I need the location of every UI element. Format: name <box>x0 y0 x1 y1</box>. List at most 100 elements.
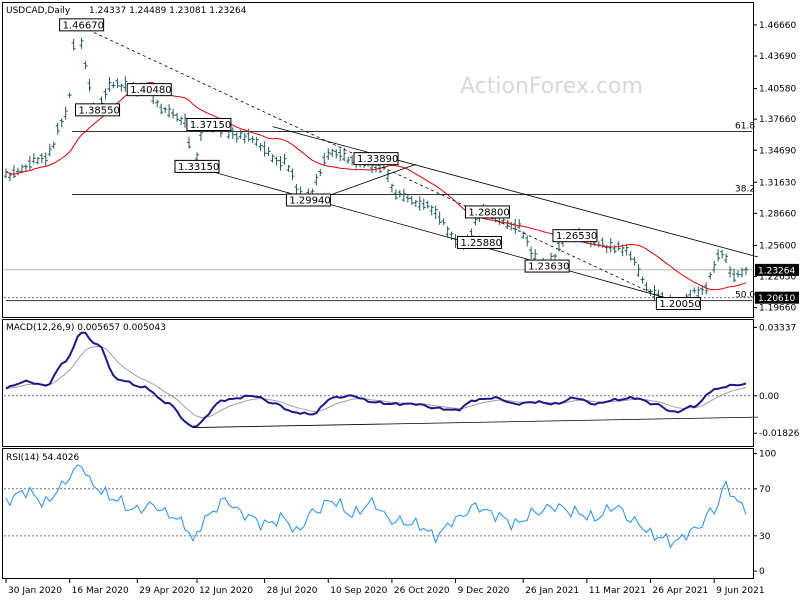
svg-text:1.20050: 1.20050 <box>659 299 700 310</box>
trendline <box>272 126 759 258</box>
price-annotation: 1.33890 <box>353 152 399 166</box>
x-tick-label: 9 Dec 2020 <box>458 586 510 596</box>
current-price-box: 1.23264 1.20610 <box>755 263 799 304</box>
svg-text:1.40480: 1.40480 <box>130 85 171 96</box>
price-bar <box>533 249 538 261</box>
price-bar <box>338 148 343 162</box>
price-bar <box>385 169 390 182</box>
x-tick-label: 9 Jun 2021 <box>716 586 764 596</box>
price-bar <box>71 39 76 51</box>
x-tick-label: 26 Oct 2020 <box>394 586 450 596</box>
price-bar <box>445 226 450 238</box>
price-chart-title: USDCAD,Daily <box>6 6 71 16</box>
price-bar <box>370 163 375 174</box>
price-tick-label: 1.43690 <box>759 52 796 62</box>
price-bar <box>242 133 247 144</box>
svg-text:1.25880: 1.25880 <box>460 238 501 249</box>
price-bar <box>692 287 697 294</box>
x-tick-label: 16 Mar 2020 <box>72 586 129 596</box>
price-bar <box>290 168 295 181</box>
price-bar <box>624 244 629 256</box>
rsi-tick-label: 70 <box>759 485 771 495</box>
price-annotation: 1.33150 <box>174 159 220 173</box>
macd-lines <box>4 331 758 429</box>
price-bar <box>608 238 613 253</box>
price-bar <box>250 135 255 144</box>
price-bar <box>744 266 748 276</box>
price-bar <box>31 153 36 164</box>
price-bar <box>167 104 172 118</box>
price-bar <box>187 136 192 149</box>
rsi-line-group <box>4 464 752 549</box>
price-bar <box>413 200 418 208</box>
fib-level-label: 38.2 <box>735 184 755 194</box>
price-annotation: 1.28800 <box>464 205 510 219</box>
price-bar <box>294 184 299 195</box>
macd-y-axis: 0.03337 0.00 -0.018262 <box>753 323 800 439</box>
price-bar <box>620 244 625 257</box>
price-bar <box>728 266 733 278</box>
x-tick-label: 30 Jan 2020 <box>8 586 62 596</box>
price-bar <box>421 198 426 210</box>
svg-text:1.38550: 1.38550 <box>79 105 120 116</box>
price-bar <box>389 183 394 193</box>
price-bar <box>103 88 108 100</box>
x-tick-label: 26 Apr 2021 <box>653 586 709 596</box>
price-bar <box>47 143 52 157</box>
price-bar <box>11 164 16 179</box>
price-panel <box>2 2 754 318</box>
price-annotation: 1.40480 <box>126 83 172 97</box>
price-bars <box>4 21 748 310</box>
price-bar <box>441 218 446 226</box>
price-bar <box>517 219 522 230</box>
price-bar <box>417 196 422 211</box>
rsi-title: RSI(14) 54.4026 <box>6 453 79 463</box>
price-bar <box>83 60 88 69</box>
macd-signal-line <box>5 345 747 419</box>
price-bar <box>59 118 64 128</box>
price-tick-label: 1.40580 <box>759 85 796 95</box>
svg-text:1.26530: 1.26530 <box>556 231 597 242</box>
price-y-axis: 1.46660 1.43690 1.40580 1.37660 1.34690 1.316… <box>753 21 796 314</box>
price-bar <box>736 270 741 278</box>
price-bar <box>397 190 402 198</box>
price-bar <box>262 141 267 157</box>
macd-panel <box>2 319 754 447</box>
price-tick-label: 1.28660 <box>759 209 796 219</box>
price-bar <box>553 253 558 260</box>
price-bar <box>55 122 60 135</box>
price-annotations: 1.46670 1.38550 1.40480 1.37150 1.33150 1.299… <box>59 18 701 311</box>
price-bar <box>254 136 259 147</box>
price-bar <box>521 231 526 239</box>
price-tick-label: 1.46660 <box>759 21 796 31</box>
price-bar <box>234 132 239 143</box>
price-tick-label: 1.22630 <box>759 273 796 283</box>
price-annotation: 1.23630 <box>524 259 570 273</box>
macd-tick-label: 0.00 <box>759 392 779 402</box>
price-bar <box>724 253 729 264</box>
price-bar <box>238 129 243 139</box>
trendline <box>192 166 695 307</box>
rsi-y-axis: 100 70 30 0 <box>753 450 776 577</box>
price-annotation: 1.29940 <box>285 193 331 207</box>
x-axis: 30 Jan 2020 16 Mar 2020 29 Apr 2020 12 Jun … <box>5 579 765 596</box>
price-bar <box>513 218 518 235</box>
price-bar <box>740 267 745 278</box>
price-bar <box>318 169 323 177</box>
price-tick-label: 1.25600 <box>759 241 796 251</box>
x-tick-label: 11 Mar 2021 <box>589 586 646 596</box>
trendline <box>316 163 416 201</box>
price-bar <box>274 156 279 166</box>
price-annotation: 1.46670 <box>59 18 105 32</box>
price-bar <box>266 146 271 157</box>
price-bar <box>342 147 347 162</box>
rsi-tick-label: 30 <box>759 532 771 542</box>
price-bar <box>346 156 351 164</box>
price-bar <box>401 188 406 202</box>
price-bar <box>405 194 410 203</box>
svg-text:1.46670: 1.46670 <box>63 20 104 31</box>
price-bar <box>433 205 438 219</box>
price-bar <box>393 189 398 200</box>
price-bar <box>107 77 112 92</box>
